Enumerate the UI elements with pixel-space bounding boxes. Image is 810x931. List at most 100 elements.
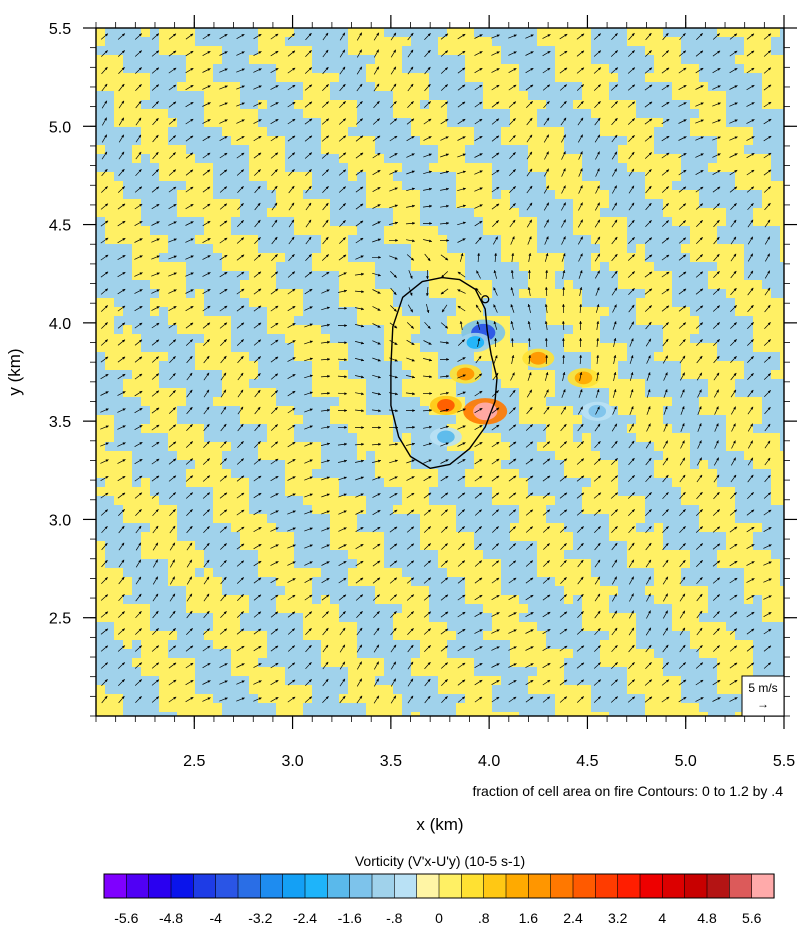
heatmap-cell: [708, 478, 718, 488]
heatmap-cell: [411, 172, 421, 182]
heatmap-cell: [105, 559, 115, 569]
heatmap-cell: [663, 343, 673, 353]
heatmap-cell: [357, 244, 367, 254]
heatmap-cell: [627, 271, 637, 281]
heatmap-cell: [96, 181, 106, 191]
heatmap-cell: [429, 559, 439, 569]
heatmap-cell: [402, 64, 412, 74]
heatmap-cell: [420, 478, 430, 488]
heatmap-cell: [510, 244, 520, 254]
heatmap-cell: [393, 496, 403, 506]
heatmap-cell: [339, 271, 349, 281]
heatmap-cell: [168, 280, 178, 290]
heatmap-cell: [501, 370, 511, 380]
heatmap-cell: [717, 163, 727, 173]
heatmap-cell: [231, 478, 241, 488]
heatmap-cell: [735, 136, 745, 146]
heatmap-cell: [96, 244, 106, 254]
heatmap-cell: [330, 163, 340, 173]
heatmap-cell: [699, 343, 709, 353]
heatmap-cell: [537, 271, 547, 281]
heatmap-cell: [186, 208, 196, 218]
heatmap-cell: [501, 496, 511, 506]
heatmap-cell: [267, 460, 277, 470]
heatmap-cell: [546, 127, 556, 137]
heatmap-cell: [168, 577, 178, 587]
heatmap-cell: [285, 604, 295, 614]
heatmap-cell: [726, 532, 736, 542]
heatmap-cell: [276, 406, 286, 416]
heatmap-cell: [636, 406, 646, 416]
heatmap-cell: [519, 154, 529, 164]
heatmap-cell: [285, 505, 295, 515]
heatmap-cell: [636, 181, 646, 191]
heatmap-cell: [402, 406, 412, 416]
heatmap-cell: [123, 289, 133, 299]
heatmap-cell: [96, 451, 106, 461]
heatmap-cell: [276, 199, 286, 209]
heatmap-cell: [186, 262, 196, 272]
heatmap-cell: [402, 91, 412, 101]
heatmap-cell: [141, 406, 151, 416]
heatmap-cell: [204, 361, 214, 371]
heatmap-cell: [771, 208, 781, 218]
heatmap-cell: [429, 154, 439, 164]
heatmap-cell: [726, 559, 736, 569]
heatmap-cell: [303, 28, 313, 38]
heatmap-cell: [582, 595, 592, 605]
heatmap-cell: [96, 37, 106, 47]
heatmap-cell: [285, 334, 295, 344]
heatmap-cell: [420, 244, 430, 254]
heatmap-cell: [150, 523, 160, 533]
heatmap-cell: [123, 451, 133, 461]
heatmap-cell: [411, 118, 421, 128]
heatmap-cell: [258, 172, 268, 182]
heatmap-cell: [168, 550, 178, 560]
heatmap-cell: [672, 289, 682, 299]
heatmap-cell: [195, 487, 205, 497]
heatmap-cell: [366, 226, 376, 236]
heatmap-cell: [708, 244, 718, 254]
heatmap-cell: [618, 451, 628, 461]
heatmap-cell: [195, 145, 205, 155]
heatmap-cell: [681, 550, 691, 560]
heatmap-cell: [519, 469, 529, 479]
heatmap-cell: [501, 460, 511, 470]
heatmap-cell: [375, 298, 385, 308]
heatmap-cell: [717, 136, 727, 146]
heatmap-cell: [528, 478, 538, 488]
heatmap-cell: [447, 352, 457, 362]
heatmap-cell: [285, 433, 295, 443]
heatmap-cell: [591, 550, 601, 560]
heatmap-cell: [537, 451, 547, 461]
heatmap-cell: [519, 550, 529, 560]
heatmap-cell: [303, 433, 313, 443]
heatmap-cell: [411, 145, 421, 155]
heatmap-cell: [591, 604, 601, 614]
heatmap-cell: [177, 73, 187, 83]
heatmap-cell: [276, 451, 286, 461]
heatmap-cell: [213, 586, 223, 596]
heatmap-cell: [537, 523, 547, 533]
heatmap-cell: [330, 442, 340, 452]
heatmap-cell: [384, 298, 394, 308]
heatmap-cell: [654, 370, 664, 380]
heatmap-cell: [726, 280, 736, 290]
heatmap-cell: [600, 532, 610, 542]
heatmap-cell: [168, 469, 178, 479]
heatmap-cell: [582, 253, 592, 263]
heatmap-cell: [483, 199, 493, 209]
heatmap-cell: [195, 316, 205, 326]
heatmap-cell: [285, 199, 295, 209]
heatmap-cell: [402, 370, 412, 380]
heatmap-cell: [654, 91, 664, 101]
heatmap-cell: [348, 226, 358, 236]
heatmap-cell: [213, 55, 223, 65]
heatmap-cell: [717, 217, 727, 227]
heatmap-cell: [321, 73, 331, 83]
heatmap-cell: [780, 451, 784, 461]
heatmap-cell: [186, 334, 196, 344]
heatmap-cell: [420, 64, 430, 74]
heatmap-cell: [231, 136, 241, 146]
heatmap-cell: [636, 514, 646, 524]
